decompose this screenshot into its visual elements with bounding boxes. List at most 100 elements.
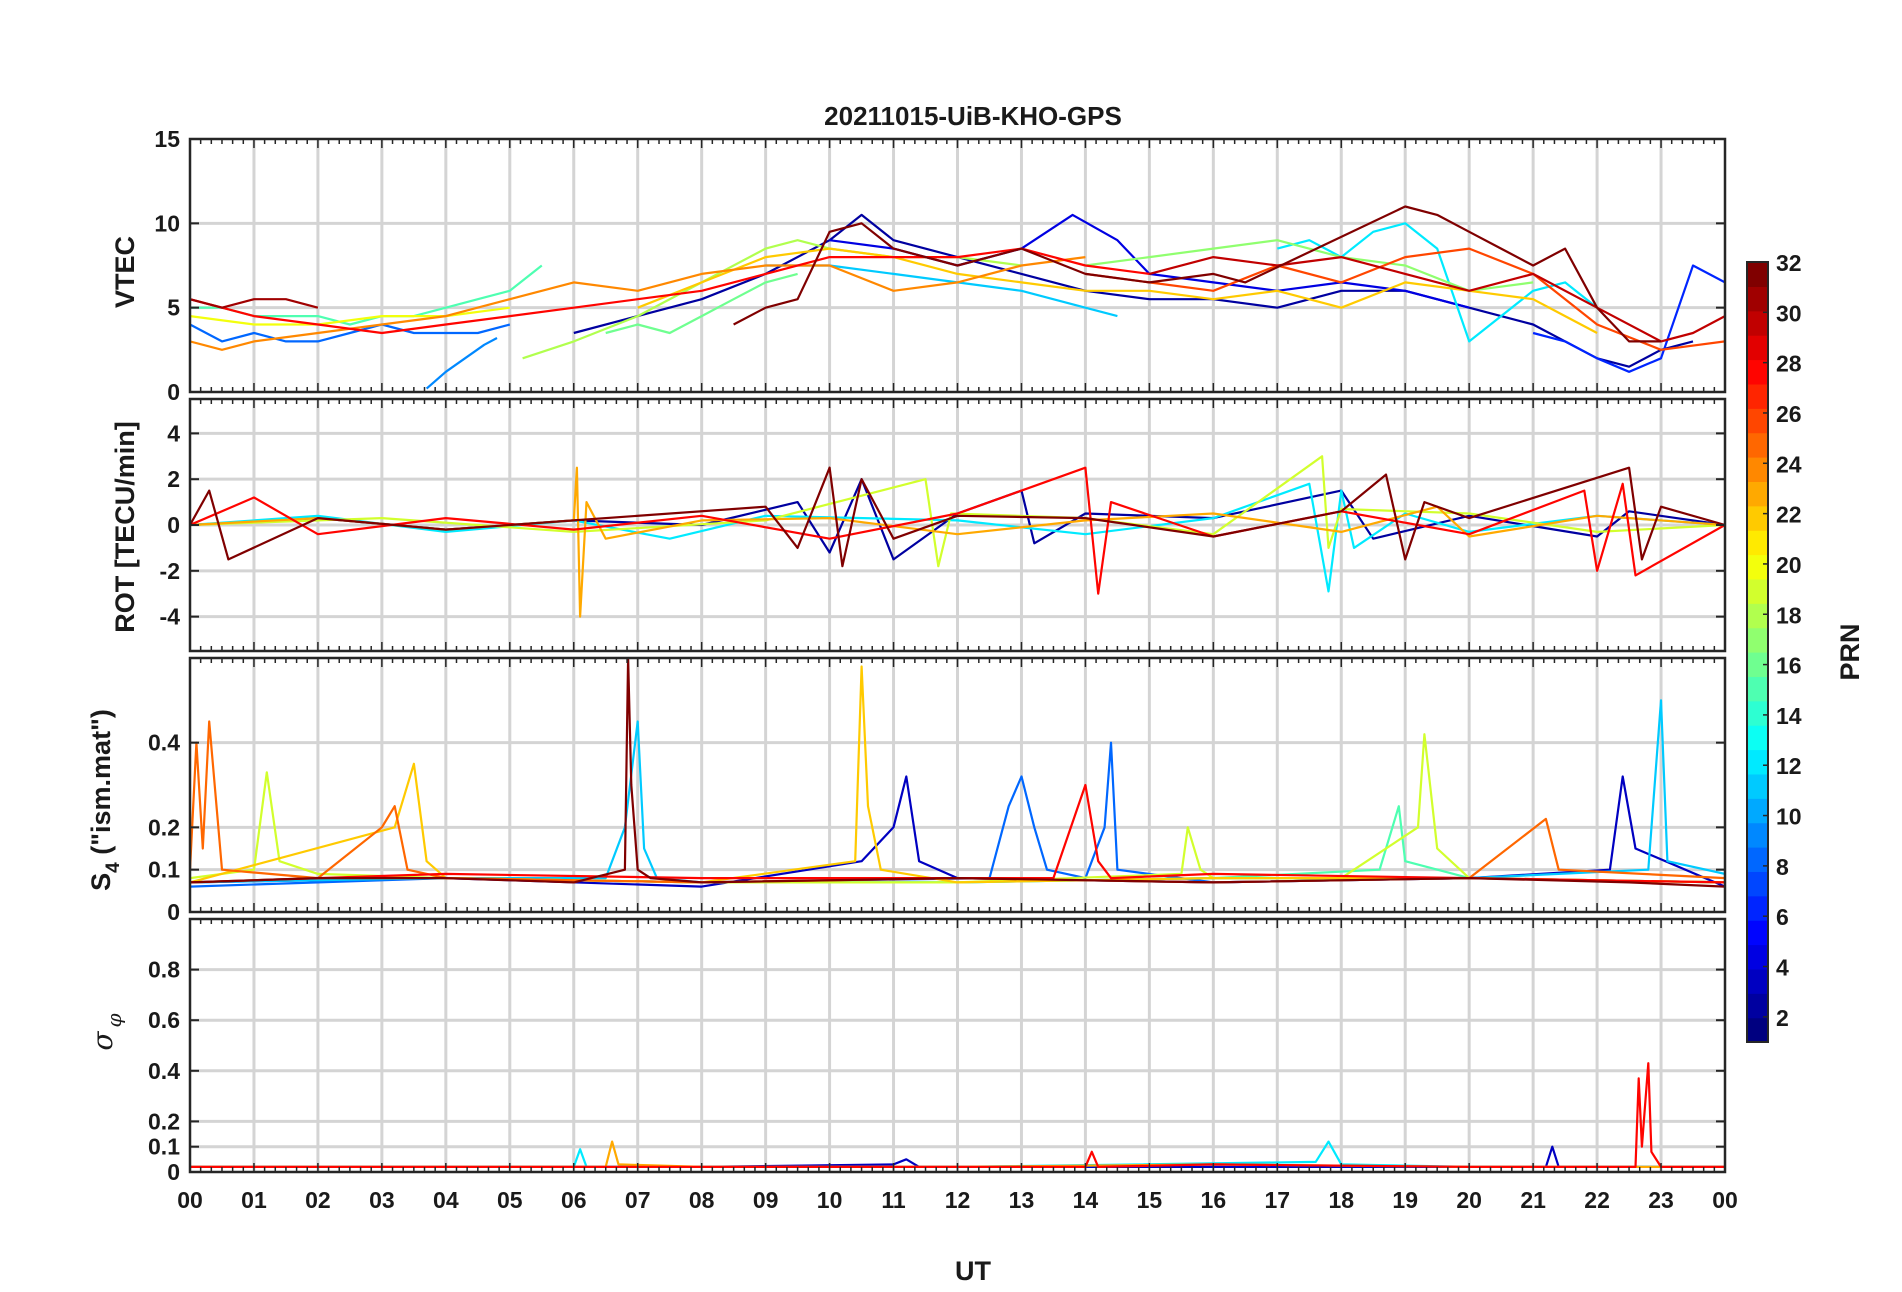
colorbar-segment <box>1747 457 1768 482</box>
panel-vtec-ytick-label: 10 <box>154 210 180 236</box>
x-tick-label: 22 <box>1584 1187 1610 1213</box>
colorbar-segment <box>1747 335 1768 361</box>
rot-y-label: ROT [TECU/min] <box>110 421 140 632</box>
panel-vtec-ytick-label: 5 <box>167 295 180 321</box>
colorbar-tick-label: 12 <box>1776 753 1802 779</box>
series-prn-25 <box>190 720 1725 884</box>
sigma-y-label-sub: φ <box>102 1013 126 1027</box>
panel-rot-series <box>190 455 1725 618</box>
x-tick-label: 01 <box>241 1187 267 1213</box>
colorbar-segment <box>1747 578 1768 604</box>
series-prn-22 <box>637 247 1598 334</box>
colorbar-segment <box>1747 798 1768 824</box>
series-prn-28 <box>190 466 1725 595</box>
x-tick-label: 16 <box>1201 1187 1227 1213</box>
colorbar-tick-label: 22 <box>1776 502 1802 528</box>
x-tick-label: 00 <box>1712 1187 1738 1213</box>
series-prn-28 <box>190 247 1150 335</box>
panel-sigma-ytick-label: 0.4 <box>148 1058 180 1084</box>
chart-title: 20211015-UiB-KHO-GPS <box>824 101 1122 131</box>
s4-y-label-rest: ("ism.mat") <box>86 709 116 862</box>
panel-s4-ytick-label: 0.1 <box>148 857 180 883</box>
colorbar-segment <box>1747 847 1768 872</box>
colorbar-tick-label: 18 <box>1776 602 1802 628</box>
panel-vtec: 0 5 10 15 <box>154 126 1727 405</box>
colorbar-segment <box>1747 359 1768 385</box>
panel-rot-ytick-label: -4 <box>160 604 181 630</box>
colorbar-segment <box>1747 262 1768 287</box>
series-prn-17 <box>1085 239 1534 292</box>
colorbar-segment <box>1747 700 1768 726</box>
colorbar-segment <box>1747 603 1768 629</box>
panel-vtec-ytick-label: 0 <box>167 379 180 405</box>
series-prn-28 <box>190 783 1725 884</box>
colorbar-segment <box>1747 1017 1768 1043</box>
series-prn-32 <box>733 205 1661 343</box>
panel-s4-ytick-label: 0.4 <box>148 730 180 756</box>
series-prn-9 <box>425 337 498 390</box>
colorbar-segment <box>1747 676 1768 702</box>
panel-sigma-ytick-label: 0.8 <box>148 957 180 983</box>
colorbar-segment <box>1747 505 1768 531</box>
x-tick-label: 10 <box>817 1187 843 1213</box>
colorbar-tick-label: 20 <box>1776 552 1802 578</box>
colorbar-segment <box>1747 993 1768 1019</box>
x-tick-label: 00 <box>177 1187 203 1213</box>
panel-rot-ytick-label: 0 <box>167 512 180 538</box>
series-prn-16 <box>605 272 798 335</box>
colorbar-segment <box>1747 481 1768 507</box>
colorbar-tick-label: 8 <box>1776 854 1789 880</box>
panel-rot-ytick-label: 4 <box>167 420 180 446</box>
panel-rot-ytick-label: 2 <box>167 466 180 492</box>
colorbar-segment <box>1747 286 1768 312</box>
colorbar-tick-label: 14 <box>1776 703 1802 729</box>
panel-rot: -4 -2 0 2 4 <box>160 397 1727 653</box>
panel-vtec-ytick-label: 15 <box>154 126 180 152</box>
x-tick-label: 15 <box>1137 1187 1163 1213</box>
colorbar-label: PRN <box>1835 623 1865 680</box>
x-tick-label: 04 <box>433 1187 459 1213</box>
x-tick-label: 20 <box>1456 1187 1482 1213</box>
series-prn-26 <box>1085 247 1725 351</box>
colorbar-segment <box>1747 627 1768 653</box>
colorbar-segment <box>1747 310 1768 336</box>
colorbar-segment <box>1747 652 1768 677</box>
series-prn-19 <box>190 733 1725 884</box>
x-tick-label: 09 <box>753 1187 779 1213</box>
x-tick-label: 03 <box>369 1187 395 1213</box>
colorbar-segment <box>1747 920 1768 946</box>
colorbar-tick-label: 30 <box>1776 300 1802 326</box>
colorbar-segment <box>1747 968 1768 994</box>
panel-sigma-ytick-label: 0.1 <box>148 1134 180 1160</box>
vtec-y-label: VTEC <box>110 236 140 308</box>
colorbar-segment <box>1747 773 1768 799</box>
x-tick-label: 17 <box>1264 1187 1290 1213</box>
colorbar-segment <box>1747 530 1768 556</box>
x-tick-label: 23 <box>1648 1187 1674 1213</box>
sigma-y-label: σφ <box>86 1013 126 1050</box>
colorbar-tick-label: 4 <box>1776 955 1789 981</box>
colorbar-tick-label: 16 <box>1776 653 1802 679</box>
x-tick-label: 08 <box>689 1187 715 1213</box>
x-tick-label: 18 <box>1328 1187 1354 1213</box>
x-tick-label: 06 <box>561 1187 587 1213</box>
series-prn-22 <box>190 665 1725 884</box>
panels-layer: 051015-4-202400.10.20.400.10.20.40.60.80… <box>148 126 1738 1213</box>
colorbar-segment <box>1747 871 1768 897</box>
panel-s4-ytick-label: 0.2 <box>148 814 180 840</box>
colorbar-segment <box>1747 383 1768 409</box>
s4-y-label-sub: 4 <box>103 862 124 873</box>
colorbar-segment <box>1747 432 1768 458</box>
colorbar-segment <box>1747 944 1768 970</box>
panel-sigma-ytick-label: 0.2 <box>148 1108 180 1134</box>
panel-sigma-ytick-label: 0.6 <box>148 1007 180 1033</box>
colorbar-tick-label: 32 <box>1776 250 1802 276</box>
series-prn-6 <box>1532 264 1725 373</box>
x-tick-label: 19 <box>1392 1187 1418 1213</box>
panel-sigma: 00.10.2 0.4 0.6 0.8 <box>148 917 1727 1185</box>
x-tick-label: 13 <box>1009 1187 1035 1213</box>
series-prn-8 <box>190 323 511 343</box>
x-axis-label: UT <box>955 1256 991 1286</box>
series-prn-30 <box>1149 256 1725 343</box>
